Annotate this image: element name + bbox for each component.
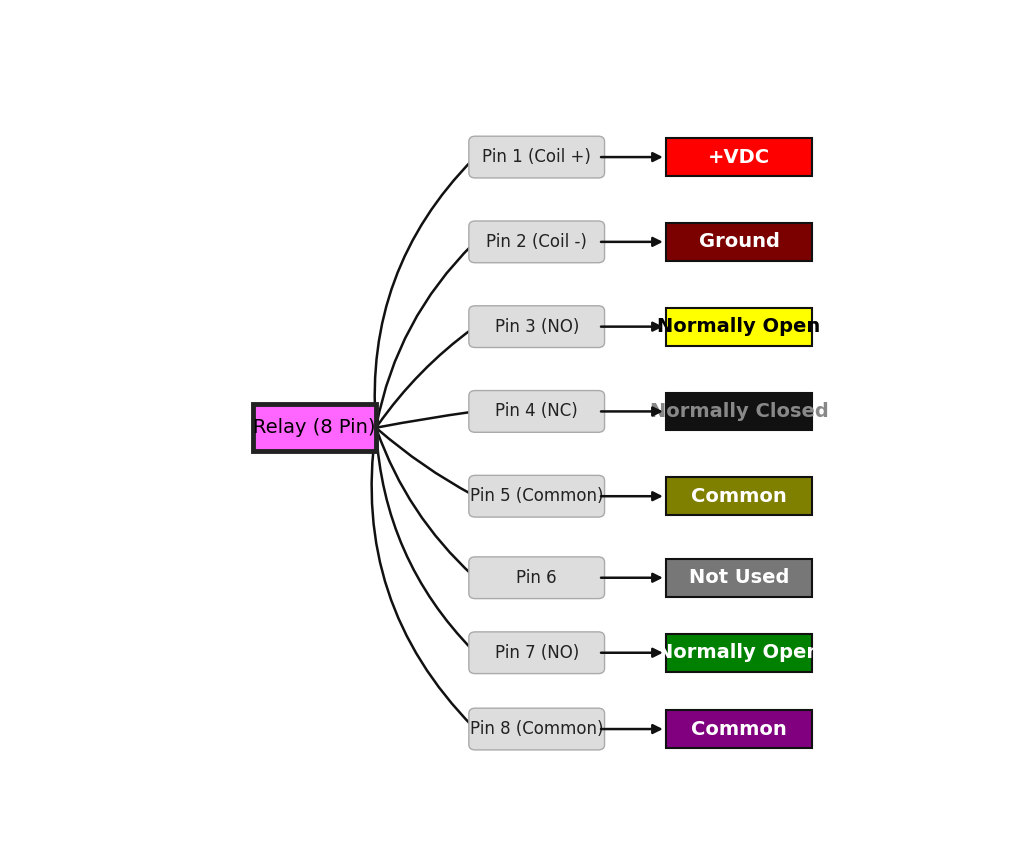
Text: Pin 4 (NC): Pin 4 (NC) (496, 402, 579, 420)
FancyArrowPatch shape (376, 430, 473, 650)
Text: Normally Open: Normally Open (657, 317, 820, 336)
Text: +VDC: +VDC (708, 147, 770, 167)
FancyArrowPatch shape (377, 430, 473, 576)
Text: Common: Common (691, 487, 787, 506)
Text: Not Used: Not Used (689, 568, 790, 587)
Text: Normally Closed: Normally Closed (649, 402, 828, 421)
FancyBboxPatch shape (666, 223, 812, 261)
FancyBboxPatch shape (666, 478, 812, 515)
FancyBboxPatch shape (469, 556, 604, 599)
FancyArrowPatch shape (379, 412, 472, 427)
FancyArrowPatch shape (375, 159, 473, 425)
FancyBboxPatch shape (469, 221, 604, 263)
FancyBboxPatch shape (469, 306, 604, 347)
FancyBboxPatch shape (666, 559, 812, 596)
FancyBboxPatch shape (666, 634, 812, 672)
Text: Common: Common (691, 720, 787, 739)
Text: Pin 3 (NO): Pin 3 (NO) (495, 318, 579, 335)
Text: Pin 2 (Coil -): Pin 2 (Coil -) (486, 233, 587, 251)
FancyArrowPatch shape (378, 329, 473, 425)
FancyBboxPatch shape (253, 404, 376, 451)
FancyBboxPatch shape (469, 475, 604, 517)
Text: Pin 6: Pin 6 (516, 568, 557, 587)
Text: Pin 1 (Coil +): Pin 1 (Coil +) (482, 148, 591, 166)
FancyBboxPatch shape (666, 710, 812, 748)
FancyBboxPatch shape (469, 708, 604, 750)
Text: Pin 5 (Common): Pin 5 (Common) (470, 487, 603, 505)
FancyArrowPatch shape (378, 429, 473, 495)
FancyArrowPatch shape (377, 244, 473, 425)
Text: Relay (8 Pin): Relay (8 Pin) (253, 418, 376, 437)
FancyBboxPatch shape (666, 307, 812, 346)
FancyBboxPatch shape (469, 632, 604, 673)
FancyBboxPatch shape (666, 392, 812, 430)
FancyBboxPatch shape (469, 136, 604, 178)
FancyBboxPatch shape (469, 390, 604, 432)
Text: Pin 8 (Common): Pin 8 (Common) (470, 720, 603, 738)
FancyBboxPatch shape (666, 138, 812, 176)
FancyArrowPatch shape (372, 430, 473, 727)
Text: Ground: Ground (698, 232, 779, 252)
Text: Normally Open: Normally Open (657, 643, 820, 662)
Text: Pin 7 (NO): Pin 7 (NO) (495, 644, 579, 662)
